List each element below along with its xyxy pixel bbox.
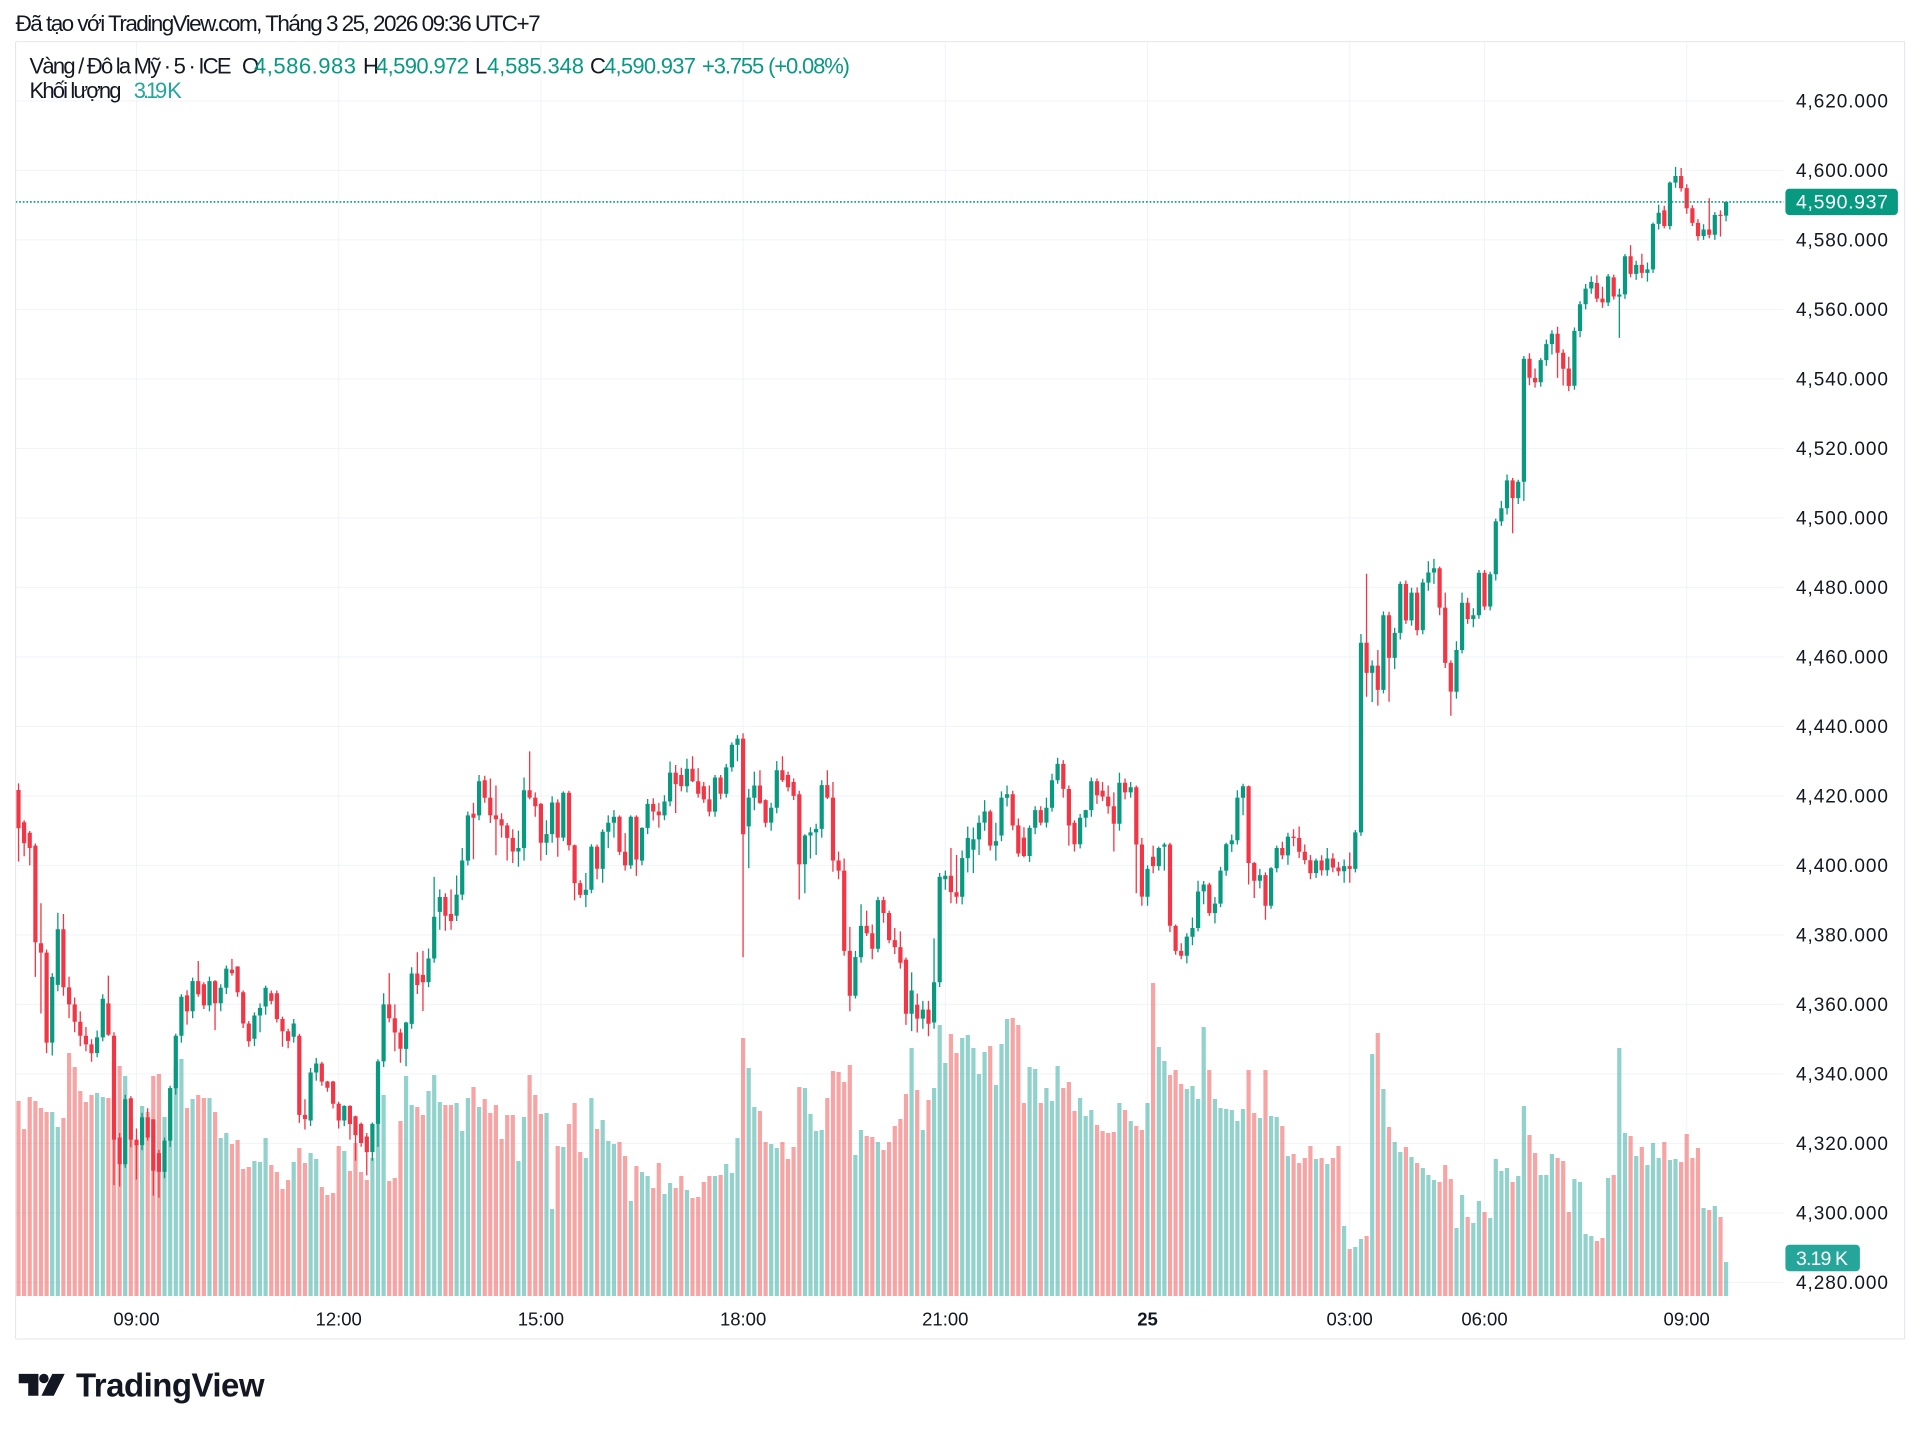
svg-text:4,590.972: 4,590.972 [376, 53, 469, 78]
svg-text:4,520.000: 4,520.000 [1796, 439, 1888, 460]
svg-text:4,300.000: 4,300.000 [1796, 1204, 1888, 1225]
svg-text:4,540.000: 4,540.000 [1796, 370, 1888, 391]
svg-text:4,585.348: 4,585.348 [487, 53, 584, 78]
svg-text:09:00: 09:00 [113, 1309, 159, 1330]
svg-text:4,400.000: 4,400.000 [1796, 856, 1888, 877]
svg-text:O: O [242, 53, 259, 78]
svg-text:4,586.983: 4,586.983 [254, 53, 356, 78]
svg-text:L: L [475, 53, 487, 78]
svg-text:4,320.000: 4,320.000 [1796, 1134, 1888, 1155]
svg-text:Đã tạo với TradingView.com, Th: Đã tạo với TradingView.com, Tháng 3 25, … [16, 11, 541, 36]
svg-text:4,560.000: 4,560.000 [1796, 300, 1888, 321]
svg-text:4,280.000: 4,280.000 [1796, 1273, 1888, 1294]
svg-text:4,580.000: 4,580.000 [1796, 231, 1888, 252]
svg-text:09:00: 09:00 [1664, 1309, 1710, 1330]
svg-text:4,360.000: 4,360.000 [1796, 995, 1888, 1016]
svg-text:4,500.000: 4,500.000 [1796, 509, 1888, 530]
svg-text:4,380.000: 4,380.000 [1796, 926, 1888, 947]
svg-text:18:00: 18:00 [720, 1309, 766, 1330]
svg-text:25: 25 [1137, 1309, 1158, 1330]
svg-text:4,590.937: 4,590.937 [604, 53, 696, 78]
svg-text:Vàng / Đô la Mỹ · 5 · ICE: Vàng / Đô la Mỹ · 5 · ICE [30, 53, 232, 78]
svg-text:4,420.000: 4,420.000 [1796, 787, 1888, 808]
svg-text:4,620.000: 4,620.000 [1796, 92, 1888, 113]
svg-text:3.19 K: 3.19 K [134, 78, 182, 103]
svg-text:H: H [363, 53, 379, 78]
svg-text:4,590.937: 4,590.937 [1796, 192, 1888, 214]
svg-text:4,480.000: 4,480.000 [1796, 578, 1888, 599]
svg-text:4,340.000: 4,340.000 [1796, 1065, 1888, 1086]
svg-text:C: C [590, 53, 606, 78]
svg-text:21:00: 21:00 [922, 1309, 968, 1330]
svg-text:4,600.000: 4,600.000 [1796, 161, 1888, 182]
svg-text:TradingView: TradingView [76, 1367, 265, 1404]
svg-text:4,440.000: 4,440.000 [1796, 717, 1888, 738]
svg-text:+3.755 (+0.08%): +3.755 (+0.08%) [702, 53, 850, 78]
svg-text:4,460.000: 4,460.000 [1796, 648, 1888, 669]
svg-text:03:00: 03:00 [1327, 1309, 1373, 1330]
svg-text:06:00: 06:00 [1461, 1309, 1507, 1330]
svg-text:3.19 K: 3.19 K [1796, 1248, 1848, 1270]
svg-text:15:00: 15:00 [518, 1309, 564, 1330]
svg-text:12:00: 12:00 [316, 1309, 362, 1330]
svg-text:Khối lượng: Khối lượng [30, 78, 122, 103]
